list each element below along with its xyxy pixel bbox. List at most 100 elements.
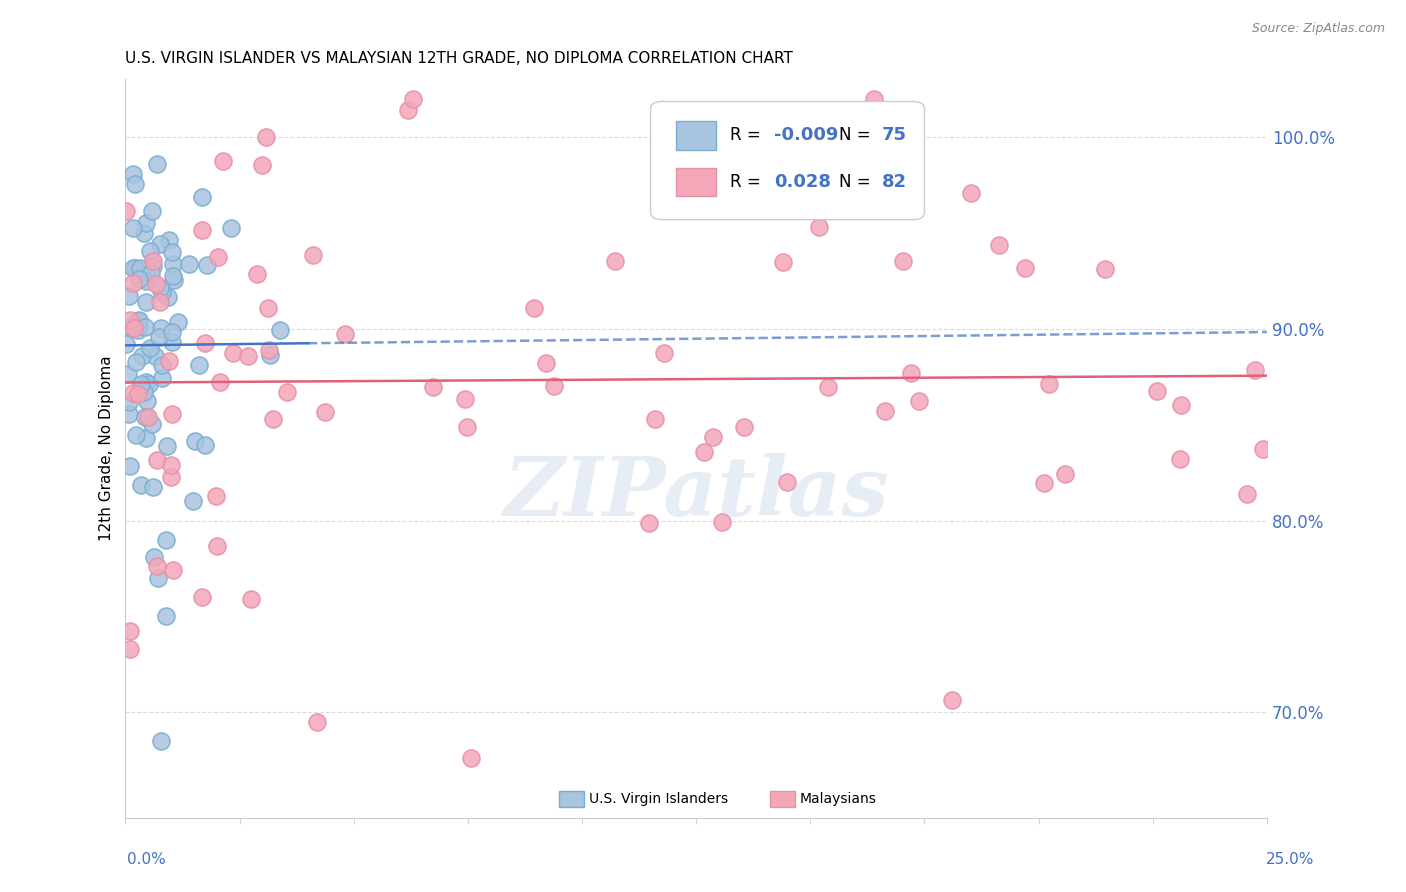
Point <box>129 477 152 491</box>
Point <box>194 438 217 452</box>
Point <box>751 178 773 193</box>
Point <box>129 377 152 392</box>
Point <box>190 190 212 204</box>
Point <box>124 354 146 368</box>
Point <box>127 323 149 337</box>
Point <box>150 358 173 372</box>
Point <box>124 261 146 276</box>
Point <box>149 281 172 295</box>
Point <box>155 609 177 624</box>
Point <box>160 335 183 350</box>
Point <box>150 321 173 335</box>
Text: U.S. Virgin Islanders: U.S. Virgin Islanders <box>589 792 728 805</box>
Point <box>163 273 186 287</box>
FancyBboxPatch shape <box>651 102 925 219</box>
Point <box>205 489 228 503</box>
Point <box>132 384 155 399</box>
Point <box>128 318 150 333</box>
Text: 0.0%: 0.0% <box>127 852 166 867</box>
Point <box>162 563 184 577</box>
Point <box>422 380 444 394</box>
Point <box>1094 262 1116 277</box>
Point <box>157 354 180 368</box>
Point <box>257 301 280 315</box>
Point <box>157 233 180 247</box>
Point <box>301 248 323 262</box>
Point <box>817 380 839 394</box>
Text: R =: R = <box>731 127 766 145</box>
Text: -0.009: -0.009 <box>773 127 838 145</box>
Text: U.S. VIRGIN ISLANDER VS MALAYSIAN 12TH GRADE, NO DIPLOMA CORRELATION CHART: U.S. VIRGIN ISLANDER VS MALAYSIAN 12TH G… <box>125 51 793 66</box>
Point <box>259 348 281 362</box>
Point <box>124 177 146 191</box>
Point <box>155 533 177 547</box>
Point <box>135 376 157 390</box>
Point <box>142 260 165 274</box>
Point <box>127 314 149 328</box>
Point <box>145 157 167 171</box>
Point <box>145 277 167 291</box>
Point <box>396 103 419 117</box>
Y-axis label: 12th Grade, No Diploma: 12th Grade, No Diploma <box>100 356 114 541</box>
Point <box>135 431 157 445</box>
Text: 0.028: 0.028 <box>773 173 831 191</box>
Point <box>143 550 166 565</box>
Point <box>121 167 143 181</box>
Point <box>1170 398 1192 412</box>
Point <box>160 470 183 484</box>
Point <box>603 254 626 268</box>
Point <box>1038 376 1060 391</box>
Point <box>136 409 159 424</box>
Point <box>162 269 184 284</box>
Point <box>127 387 149 401</box>
Point <box>772 254 794 268</box>
Point <box>205 540 228 554</box>
Point <box>219 220 242 235</box>
Point <box>118 394 141 409</box>
Point <box>141 204 163 219</box>
Point <box>1244 362 1267 376</box>
Point <box>1168 451 1191 466</box>
Point <box>239 591 262 606</box>
Point <box>1054 467 1077 482</box>
Bar <box>560 790 585 807</box>
Point <box>1146 384 1168 399</box>
Point <box>188 358 211 372</box>
Point <box>307 714 329 729</box>
Point <box>638 516 661 530</box>
Point <box>523 301 546 315</box>
Point <box>139 244 162 258</box>
Point <box>149 236 172 251</box>
Point <box>118 313 141 327</box>
Text: Malaysians: Malaysians <box>800 792 877 805</box>
Point <box>692 445 714 459</box>
Point <box>183 434 205 448</box>
Point <box>194 335 217 350</box>
Point <box>118 458 141 473</box>
Point <box>148 330 170 344</box>
Point <box>146 558 169 573</box>
Bar <box>676 121 716 150</box>
Point <box>543 378 565 392</box>
Point <box>959 186 981 201</box>
Point <box>644 412 666 426</box>
Point <box>456 419 478 434</box>
Point <box>135 216 157 230</box>
Point <box>1033 476 1056 491</box>
Point <box>121 261 143 276</box>
Point <box>333 327 356 342</box>
Point <box>460 751 482 765</box>
Text: N =: N = <box>839 173 876 191</box>
Point <box>262 411 284 425</box>
Point <box>122 221 145 235</box>
Point <box>146 571 169 585</box>
Point <box>142 480 165 494</box>
Point <box>873 404 896 418</box>
Point <box>162 325 184 339</box>
Point <box>150 285 173 299</box>
Point <box>160 407 183 421</box>
Point <box>149 294 172 309</box>
Bar <box>676 168 716 196</box>
Point <box>122 276 145 290</box>
Text: ZIPatlas: ZIPatlas <box>503 453 889 533</box>
